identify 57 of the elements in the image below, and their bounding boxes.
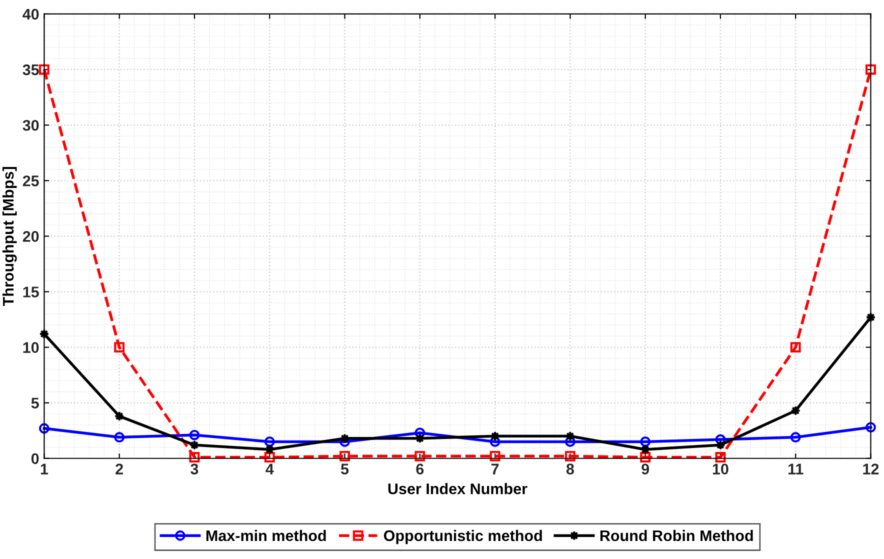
y-axis-title: Throughput [Mbps] — [2, 167, 17, 306]
point — [490, 430, 500, 442]
x-tick-label: 7 — [491, 464, 499, 474]
point — [340, 450, 350, 462]
point — [866, 422, 876, 432]
point — [264, 452, 275, 462]
legend-label: Round Robin Method — [600, 530, 753, 542]
point — [38, 423, 50, 434]
y-tick-label: 20 — [22, 231, 39, 242]
point — [790, 405, 801, 416]
y-tick-label: 0 — [31, 453, 39, 464]
x-tick-label: 10 — [712, 464, 728, 474]
point — [640, 436, 651, 447]
x-tick-label: 1 — [40, 464, 48, 474]
x-tick-label: 5 — [340, 464, 349, 474]
x-tick-label: 11 — [788, 464, 804, 474]
point — [189, 440, 200, 450]
point — [264, 436, 275, 447]
point — [564, 436, 576, 447]
point — [38, 328, 50, 340]
x-tick-label: 3 — [190, 464, 198, 474]
y-tick-label: 5 — [31, 398, 39, 409]
x-tick-label: 2 — [116, 464, 123, 474]
legend-label: Max-min method — [206, 530, 326, 542]
point — [414, 450, 426, 462]
x-axis-title: User Index Number — [388, 483, 528, 494]
point — [414, 428, 426, 438]
x-tick-label: 8 — [566, 464, 574, 474]
point — [38, 64, 50, 75]
x-tick-label: 12 — [863, 464, 879, 474]
point — [490, 436, 500, 447]
point — [640, 452, 651, 462]
point — [189, 430, 200, 440]
y-tick-label: 10 — [23, 342, 39, 353]
y-tick-label: 15 — [23, 286, 39, 298]
point — [340, 433, 350, 444]
legend-label: Opportunistic method — [384, 530, 542, 544]
y-tick-label: 30 — [22, 120, 39, 131]
y-tick-label: 25 — [22, 175, 39, 186]
point — [189, 452, 200, 462]
point — [114, 342, 125, 352]
point — [790, 342, 801, 352]
point — [715, 452, 726, 462]
point — [114, 410, 125, 422]
x-tick-label: 6 — [416, 464, 424, 474]
point — [114, 432, 125, 442]
point — [790, 432, 801, 442]
point — [490, 450, 500, 462]
y-tick-label: 40 — [22, 8, 39, 20]
point — [564, 450, 576, 462]
point — [866, 312, 876, 322]
x-tick-label: 4 — [266, 464, 274, 474]
x-tick-label: 9 — [642, 464, 649, 474]
point — [414, 433, 426, 444]
point — [866, 64, 876, 75]
point — [715, 440, 726, 450]
y-tick-label: 35 — [22, 64, 39, 76]
